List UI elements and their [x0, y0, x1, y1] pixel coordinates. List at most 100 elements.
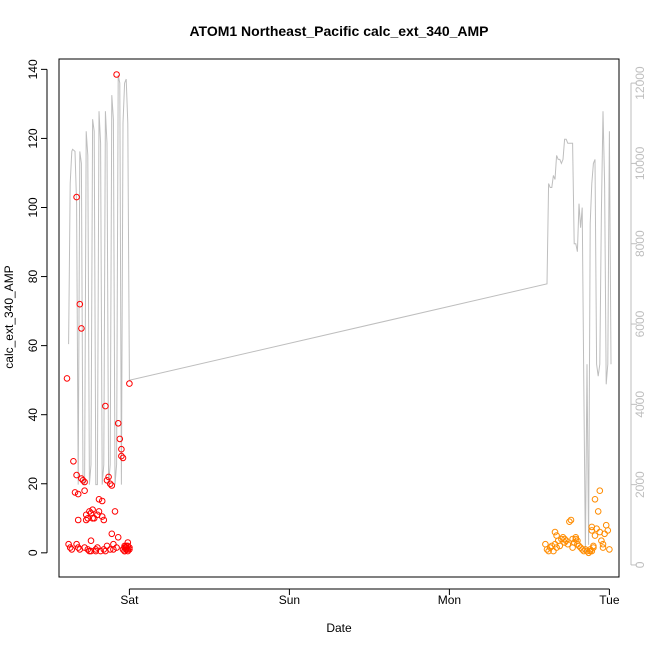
data-point	[98, 513, 106, 520]
data-point	[84, 546, 92, 553]
data-point	[567, 516, 575, 524]
data-point	[572, 534, 580, 541]
data-point	[561, 539, 568, 546]
y-tick-label: 100	[26, 197, 40, 217]
data-point	[79, 477, 87, 484]
data-point	[74, 516, 82, 524]
data-point	[562, 537, 570, 545]
plot-frame	[58, 58, 620, 578]
data-point	[100, 516, 108, 524]
data-point	[74, 544, 82, 551]
data-point	[606, 546, 613, 553]
data-point	[86, 508, 93, 515]
chart-title: ATOM1 Northeast_Pacific calc_ext_340_AMP	[189, 23, 488, 39]
data-point	[102, 402, 109, 410]
data-point	[583, 547, 591, 555]
data-point	[108, 482, 116, 489]
y-axis-label: calc_ext_340_AMP	[2, 265, 16, 368]
y2-tick-label: 8000	[633, 230, 647, 257]
y-tick-label: 140	[26, 59, 40, 79]
data-point	[81, 544, 88, 551]
data-point	[604, 527, 612, 534]
data-point	[556, 542, 564, 550]
depth-line-layer	[68, 75, 612, 553]
data-point	[111, 508, 119, 515]
data-point	[126, 380, 133, 387]
data-point	[593, 525, 600, 533]
data-point	[106, 480, 114, 488]
data-point	[566, 518, 573, 526]
data-point	[84, 515, 92, 522]
data-point	[114, 420, 122, 427]
data-point	[92, 547, 100, 555]
data-point	[594, 508, 602, 515]
y-tick-label: 20	[26, 477, 40, 491]
y2-tick-label: 6000	[633, 310, 647, 337]
data-point	[70, 458, 77, 465]
data-point	[73, 540, 80, 548]
data-point	[103, 542, 111, 550]
data-point	[105, 473, 112, 481]
data-point	[74, 490, 82, 498]
data-point	[73, 471, 80, 479]
data-point	[81, 478, 88, 486]
data-point	[78, 325, 85, 332]
data-point	[116, 435, 124, 443]
data-point	[106, 546, 114, 553]
x-tick-label: Sat	[120, 593, 139, 607]
data-point	[114, 534, 122, 541]
y-tick-label: 80	[26, 270, 40, 284]
data-point	[110, 546, 117, 553]
data-point	[118, 452, 125, 460]
x-tick-label: Sun	[279, 593, 300, 607]
data-point	[585, 549, 592, 557]
data-point	[118, 445, 125, 453]
data-point	[561, 535, 568, 543]
data-point	[543, 546, 551, 553]
data-point	[87, 537, 95, 545]
y-tick-label: 120	[26, 128, 40, 148]
x-tick-label: Tue	[599, 593, 620, 607]
data-point	[564, 540, 572, 548]
depth-line-series	[68, 75, 612, 553]
data-point	[65, 540, 72, 548]
data-point	[119, 454, 127, 462]
y2-tick-label: 4000	[633, 391, 647, 418]
data-point	[599, 540, 607, 548]
data-point	[97, 547, 104, 555]
data-point	[113, 71, 120, 78]
x-axis-label: Date	[326, 621, 352, 635]
y-tick-label: 0	[26, 549, 40, 556]
data-point	[591, 532, 599, 539]
data-point	[89, 506, 96, 514]
plot-box	[58, 58, 620, 578]
y-tick-label: 60	[26, 339, 40, 353]
data-point	[601, 530, 608, 538]
y2-tick-label: 2000	[633, 471, 647, 498]
data-point	[596, 487, 604, 495]
y2-tick-label: 0	[633, 561, 647, 568]
data-point	[551, 528, 559, 536]
y2-tick-label: 10000	[633, 146, 647, 180]
data-point	[63, 375, 71, 382]
y-axis: 0 20 40 60 80 100 120 140	[26, 59, 48, 556]
data-point	[599, 544, 607, 551]
x-tick-label: Mon	[438, 593, 461, 607]
data-point	[71, 489, 79, 496]
data-point	[113, 544, 120, 551]
data-point	[81, 487, 88, 495]
y-tick-label: 40	[26, 408, 40, 422]
data-point	[98, 497, 106, 505]
data-point	[76, 300, 84, 308]
x-axis: Sat Sun Mon Tue	[120, 588, 620, 607]
data-point	[545, 547, 552, 555]
data-point	[124, 547, 132, 555]
y2-tick-label: 12000	[633, 66, 647, 100]
data-point	[95, 496, 103, 503]
data-point	[95, 508, 103, 515]
data-point	[126, 546, 133, 553]
y-axis-right: 0 2000 4000 6000 8000 10000 12000	[630, 66, 647, 568]
data-point	[108, 530, 116, 538]
